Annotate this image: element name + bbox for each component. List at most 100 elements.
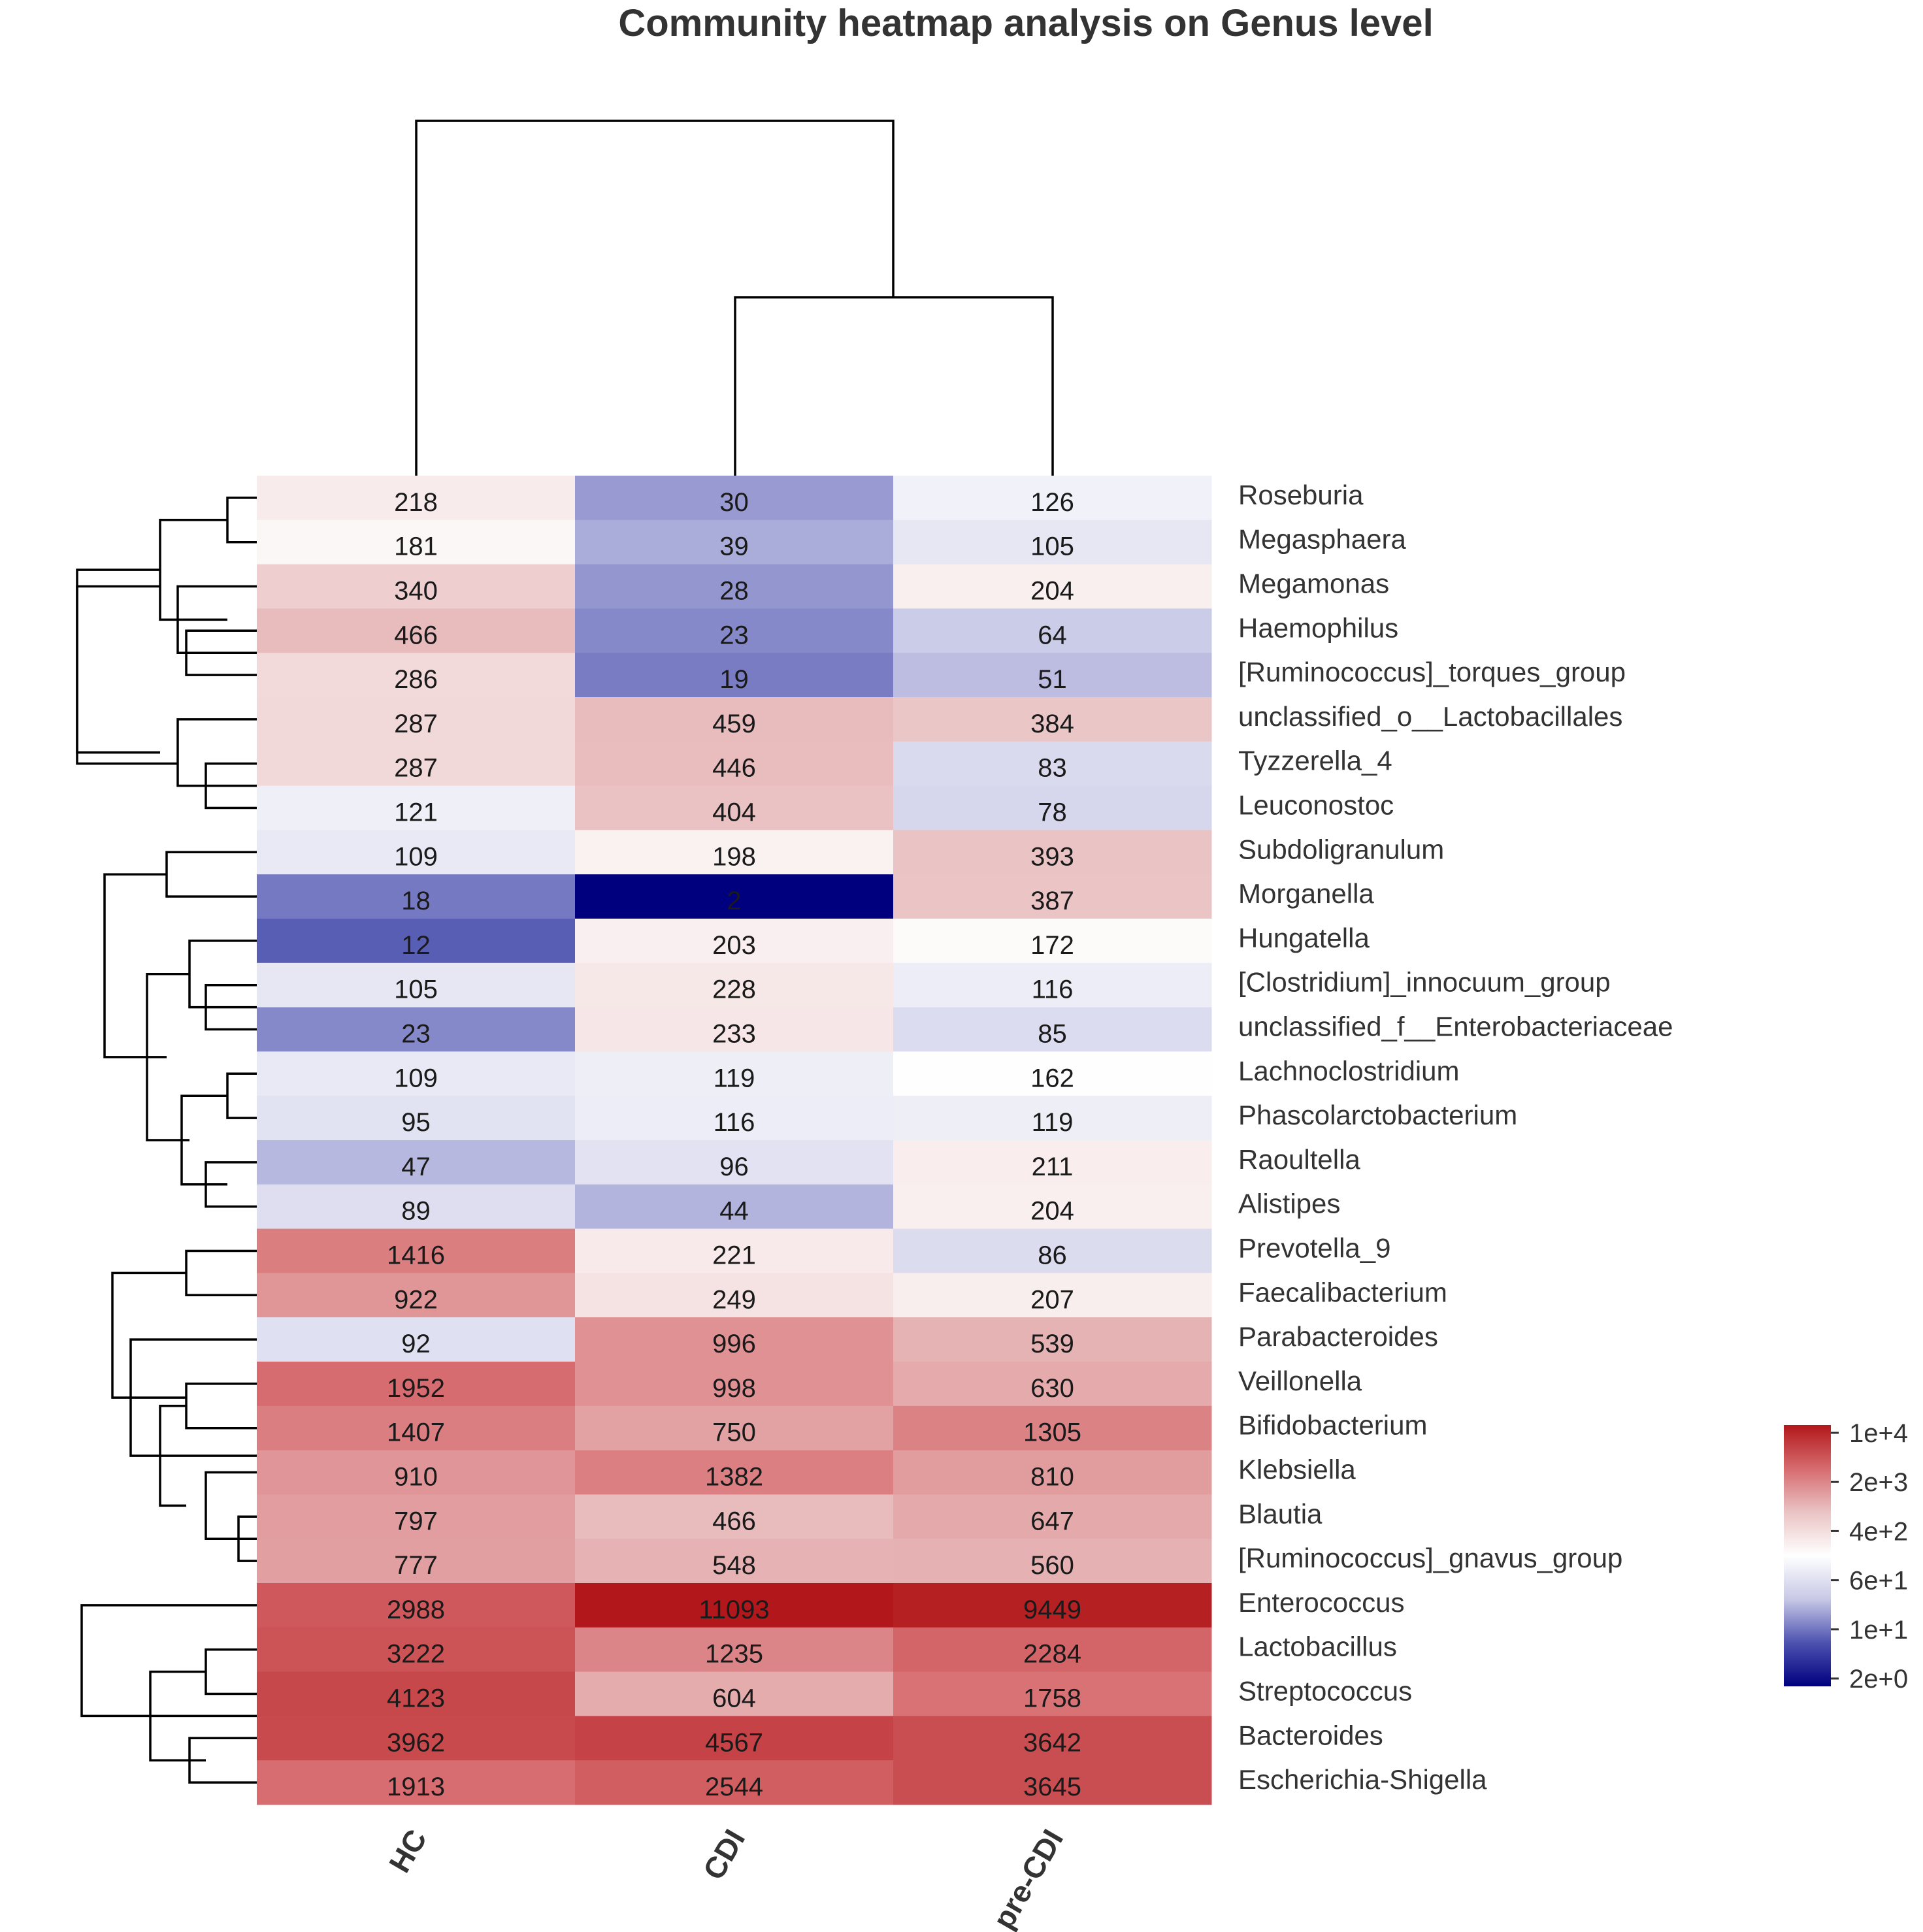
row-dendro-branch: [185, 1383, 257, 1430]
cell-value: 204: [1030, 1197, 1074, 1226]
row-dendro-branch: [188, 940, 257, 1009]
heatmap-cell: [893, 1228, 1212, 1273]
heatmap-cell: [257, 830, 576, 875]
row-dendro-branch: [76, 568, 160, 754]
cell-value: 1382: [705, 1463, 763, 1492]
heatmap-cell: [893, 1051, 1212, 1096]
cell-value: 998: [712, 1374, 756, 1403]
heatmap-cell: [257, 1716, 576, 1761]
cell-value: 3642: [1023, 1728, 1081, 1757]
heatmap-cell: [257, 519, 576, 565]
heatmap-cell: [257, 1051, 576, 1096]
cell-value: 51: [1038, 665, 1067, 694]
heatmap-cell: [575, 1096, 894, 1141]
cell-value: 2544: [705, 1773, 763, 1801]
cell-value: 96: [719, 1153, 749, 1181]
cell-value: 11093: [699, 1596, 769, 1624]
heatmap-cell: [893, 519, 1212, 565]
cell-value: 466: [712, 1507, 756, 1535]
cell-value: 181: [394, 532, 438, 561]
heatmap-cell: [893, 874, 1212, 919]
cell-value: 89: [401, 1197, 431, 1226]
heatmap-cell: [893, 1273, 1212, 1318]
cell-value: 604: [712, 1684, 756, 1713]
heatmap-cell: [575, 1716, 894, 1761]
cell-value: 221: [712, 1241, 756, 1270]
row-label: Escherichia-Shigella: [1238, 1764, 1487, 1795]
cell-value: 3962: [387, 1728, 445, 1757]
row-label: Bifidobacterium: [1238, 1410, 1427, 1441]
cell-value: 64: [1038, 621, 1067, 649]
row-label: Raoultella: [1238, 1144, 1360, 1175]
cell-value: 109: [394, 1064, 438, 1092]
heatmap-cell: [893, 653, 1212, 698]
row-dendro-branch: [205, 1648, 257, 1695]
cell-value: 18: [401, 887, 431, 915]
cell-value: 996: [712, 1330, 756, 1358]
cell-value: 4567: [705, 1728, 763, 1757]
heatmap-cell: [575, 1051, 894, 1096]
cell-value: 393: [1030, 842, 1074, 871]
heatmap-cell: [893, 1362, 1212, 1407]
heatmap-cell: [575, 476, 894, 521]
row-label: Lactobacillus: [1238, 1631, 1397, 1662]
column-labels: HC CDI pre-CDI: [382, 1824, 1070, 1932]
heatmap-cell: [257, 1140, 576, 1185]
heatmap-cell: [893, 564, 1212, 609]
row-dendro-branch: [111, 1271, 186, 1399]
cell-value: 109: [394, 842, 438, 871]
column-dendrogram: [415, 120, 1054, 476]
cell-value: 19: [719, 665, 749, 694]
heatmap-cell: [257, 476, 576, 521]
cell-value: 105: [1030, 532, 1074, 561]
row-label: unclassified_o__Lactobacillales: [1238, 701, 1622, 732]
heatmap-cell: [257, 1627, 576, 1673]
cell-value: 9449: [1023, 1596, 1081, 1624]
cell-value: 797: [394, 1507, 438, 1535]
row-label: Megasphaera: [1238, 524, 1406, 555]
cell-value: 286: [394, 665, 438, 694]
heatmap-cell: [575, 830, 894, 875]
row-dendro-branch: [226, 1072, 257, 1119]
cell-value: 105: [394, 975, 438, 1004]
heatmap-cell: [575, 608, 894, 653]
heatmap-cell: [257, 874, 576, 919]
cell-value: 910: [394, 1463, 438, 1492]
row-label: Phascolarctobacterium: [1238, 1100, 1517, 1130]
heatmap-cell: [257, 653, 576, 698]
row-label: Lachnoclostridium: [1238, 1055, 1460, 1086]
heatmap-cell: [257, 1228, 576, 1273]
heatmap-cell: [575, 1184, 894, 1230]
cell-value: 95: [401, 1108, 431, 1137]
cell-value: 4123: [387, 1684, 445, 1713]
legend-tick-label: 1e+4: [1849, 1419, 1908, 1448]
column-label: HC: [382, 1824, 433, 1878]
heatmap-cell: [575, 1140, 894, 1185]
heatmap-cell: [575, 874, 894, 919]
legend-tick-label: 4e+2: [1849, 1517, 1908, 1546]
cell-value: 560: [1030, 1551, 1074, 1580]
cell-value: 1913: [387, 1773, 445, 1801]
row-label: Hungatella: [1238, 923, 1370, 953]
heatmap-cell: [257, 1405, 576, 1451]
cell-value: 172: [1030, 931, 1074, 960]
cell-value: 3645: [1023, 1773, 1081, 1801]
row-label: Streptococcus: [1238, 1676, 1412, 1707]
col-dendro-branch-top: [415, 120, 895, 476]
row-label: Prevotella_9: [1238, 1233, 1390, 1264]
row-label: [Ruminococcus]_gnavus_group: [1238, 1543, 1622, 1573]
row-label: Faecalibacterium: [1238, 1277, 1447, 1307]
legend-ticks: 1e+4 2e+3 4e+2 6e+1 1e+1 2e+0: [1831, 1419, 1908, 1694]
legend-color-bar: [1784, 1425, 1831, 1686]
row-label: Bacteroides: [1238, 1720, 1383, 1750]
heatmap-cell: [257, 962, 576, 1008]
cell-value: 446: [712, 754, 756, 783]
cell-value: 211: [1032, 1153, 1074, 1181]
cell-value: 922: [394, 1285, 438, 1314]
cell-value: 387: [1030, 887, 1074, 915]
heatmap-cell: [893, 1671, 1212, 1716]
heatmap-cell: [575, 1671, 894, 1716]
heatmap-cell: [575, 1007, 894, 1052]
heatmap-cell: [575, 1405, 894, 1451]
